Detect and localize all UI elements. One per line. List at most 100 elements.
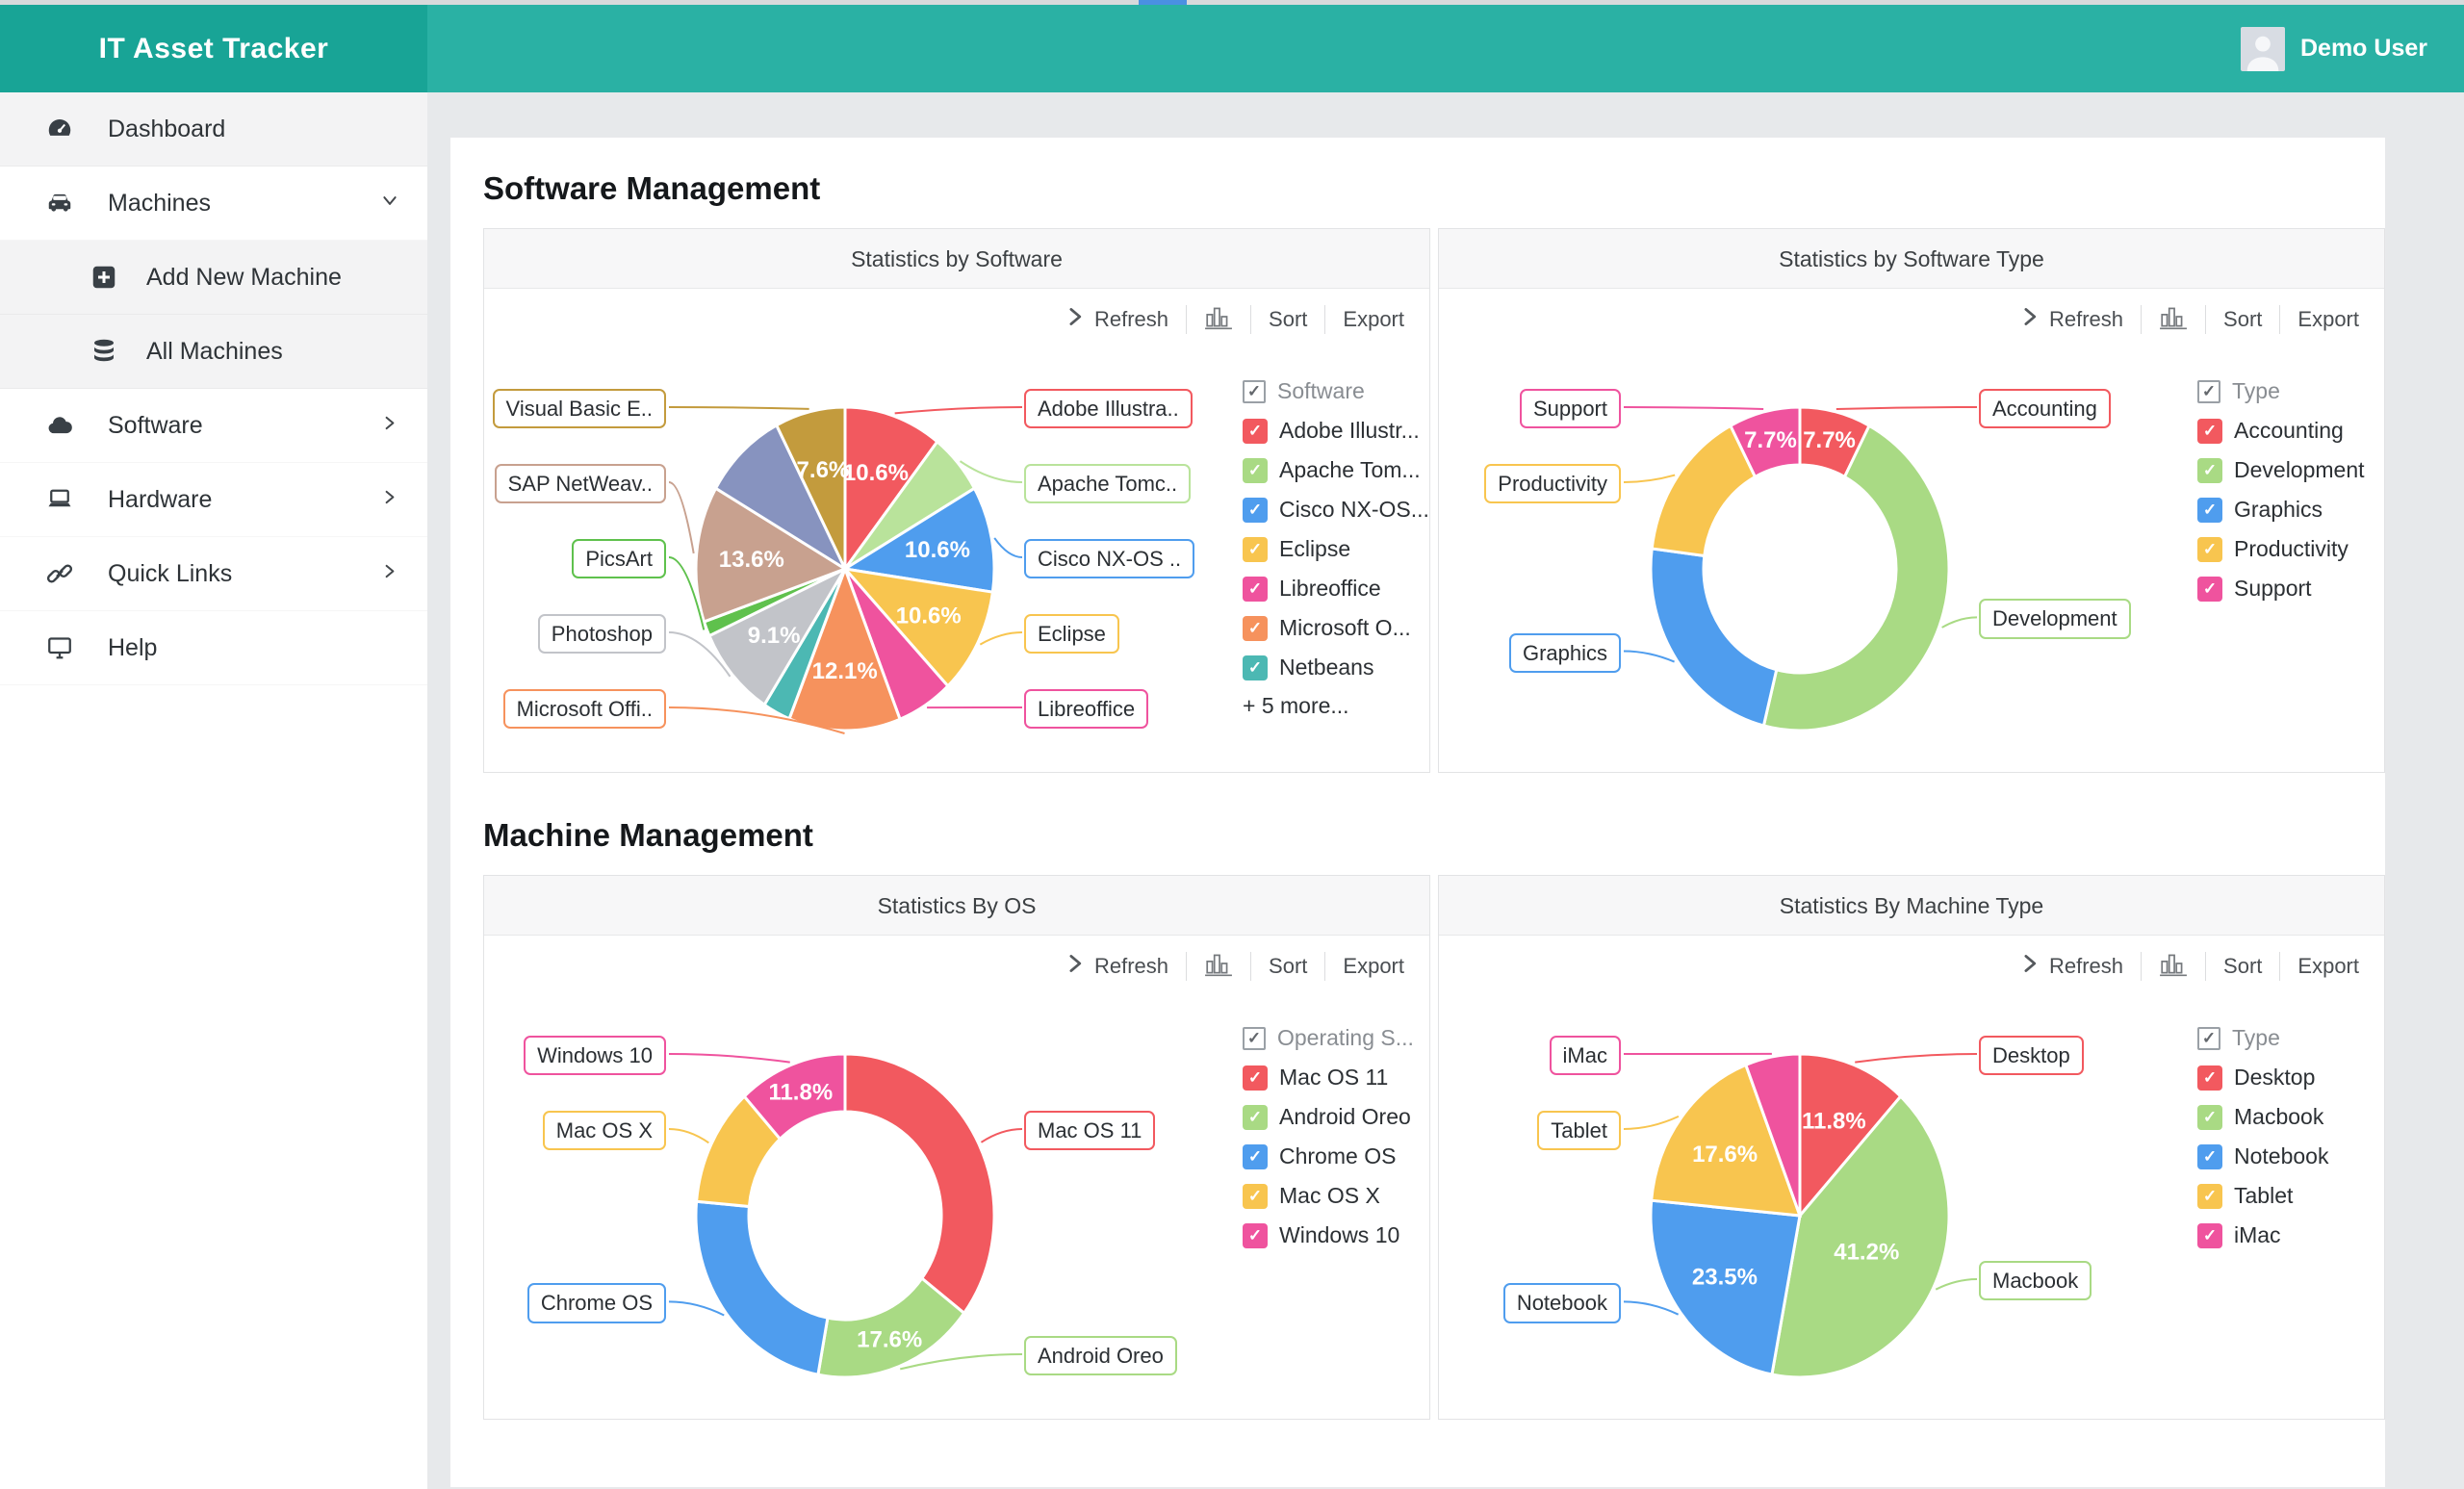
legend-item[interactable]: ✓ Productivity bbox=[2197, 529, 2365, 569]
chart-slice bbox=[1798, 1052, 1903, 1220]
checkbox-checked-icon[interactable]: ✓ bbox=[2197, 1183, 2222, 1209]
checkbox-checked-icon[interactable]: ✓ bbox=[1243, 457, 1268, 483]
refresh-button[interactable]: Refresh bbox=[2019, 306, 2123, 333]
legend-item[interactable]: ✓ Libreoffice bbox=[1243, 569, 1429, 608]
legend-item[interactable]: ✓ Chrome OS bbox=[1243, 1137, 1414, 1176]
legend-item-label: Development bbox=[2234, 457, 2365, 482]
checkbox-checked-icon[interactable]: ✓ bbox=[1243, 576, 1268, 602]
legend-item[interactable]: ✓ Tablet bbox=[2197, 1176, 2328, 1216]
cloud-icon bbox=[44, 410, 75, 441]
legend-item[interactable]: ✓ Android Oreo bbox=[1243, 1097, 1414, 1137]
export-button[interactable]: Export bbox=[2297, 307, 2359, 332]
sort-button[interactable]: Sort bbox=[2223, 307, 2262, 332]
chart-type-button[interactable] bbox=[1204, 303, 1233, 336]
sidebar-item-dashboard[interactable]: Dashboard bbox=[0, 92, 427, 167]
checkbox-checked-icon[interactable]: ✓ bbox=[2197, 497, 2222, 523]
legend-item[interactable]: ✓ Mac OS 11 bbox=[1243, 1058, 1414, 1097]
laptop-icon bbox=[44, 484, 75, 515]
chart-callout-label: Accounting bbox=[1979, 389, 2111, 429]
user-name[interactable]: Demo User bbox=[2300, 35, 2427, 62]
sidebar-item-hardware[interactable]: Hardware bbox=[0, 463, 427, 537]
sidebar-item-software[interactable]: Software bbox=[0, 389, 427, 463]
panel-toolbar: Refresh Sort Export bbox=[484, 936, 1429, 997]
export-button[interactable]: Export bbox=[2297, 954, 2359, 979]
checkbox-checked-icon[interactable]: ✓ bbox=[1243, 1143, 1268, 1169]
legend-item-label: iMac bbox=[2234, 1222, 2281, 1247]
sort-button[interactable]: Sort bbox=[1269, 307, 1307, 332]
legend-item[interactable]: ✓ Adobe Illustr... bbox=[1243, 411, 1429, 450]
checkbox-checked-icon[interactable]: ✓ bbox=[1243, 497, 1268, 523]
sidebar-item-quick-links[interactable]: Quick Links bbox=[0, 537, 427, 611]
legend-item[interactable]: ✓ Notebook bbox=[2197, 1137, 2328, 1176]
checkbox-checked-icon[interactable]: ✓ bbox=[1243, 1222, 1268, 1248]
checkbox-checked-icon[interactable]: ✓ bbox=[2197, 1104, 2222, 1130]
chart-type-button[interactable] bbox=[2159, 950, 2188, 983]
sort-button[interactable]: Sort bbox=[2223, 954, 2262, 979]
avatar[interactable] bbox=[2241, 26, 2285, 71]
callout-connector bbox=[668, 1053, 790, 1064]
legend-item[interactable]: ✓ Desktop bbox=[2197, 1058, 2328, 1097]
legend-item[interactable]: ✓ Apache Tom... bbox=[1243, 450, 1429, 490]
sidebar-item-all-machines[interactable]: All Machines bbox=[0, 315, 427, 389]
callout-connector bbox=[668, 406, 809, 410]
checkbox-checked-icon[interactable]: ✓ bbox=[2197, 1065, 2222, 1091]
chart-type-button[interactable] bbox=[2159, 303, 2188, 336]
panels-row: Statistics By OS Refresh Sort Export Windows… bbox=[483, 875, 2385, 1420]
checkbox-checked-icon[interactable]: ✓ bbox=[1243, 418, 1268, 444]
legend-item[interactable]: ✓ Cisco NX-OS... bbox=[1243, 490, 1429, 529]
refresh-button[interactable]: Refresh bbox=[1065, 953, 1168, 980]
legend-item[interactable]: ✓ Support bbox=[2197, 569, 2365, 608]
checkbox-checked-icon[interactable]: ✓ bbox=[2197, 379, 2220, 403]
sidebar-item-add-new-machine[interactable]: Add New Machine bbox=[0, 241, 427, 315]
legend-header[interactable]: ✓ Type bbox=[2197, 372, 2365, 411]
bar-chart-icon bbox=[2159, 303, 2188, 336]
checkbox-checked-icon[interactable]: ✓ bbox=[1243, 1183, 1268, 1209]
chart-type-button[interactable] bbox=[1204, 950, 1233, 983]
legend-item[interactable]: ✓ Mac OS X bbox=[1243, 1176, 1414, 1216]
legend-header[interactable]: ✓ Operating S... bbox=[1243, 1018, 1414, 1058]
panel-toolbar: Refresh Sort Export bbox=[1439, 289, 2384, 350]
sidebar-item-machines[interactable]: Machines bbox=[0, 167, 427, 241]
checkbox-checked-icon[interactable]: ✓ bbox=[2197, 1143, 2222, 1169]
checkbox-checked-icon[interactable]: ✓ bbox=[2197, 457, 2222, 483]
legend-item[interactable]: ✓ Accounting bbox=[2197, 411, 2365, 450]
chart-slice bbox=[1650, 1063, 1803, 1218]
checkbox-checked-icon[interactable]: ✓ bbox=[1243, 1026, 1266, 1050]
refresh-label: Refresh bbox=[1094, 307, 1169, 331]
checkbox-checked-icon[interactable]: ✓ bbox=[1243, 1104, 1268, 1130]
legend-item[interactable]: ✓ Windows 10 bbox=[1243, 1216, 1414, 1255]
chart-callout-label: Desktop bbox=[1979, 1036, 2084, 1076]
toolbar-separator bbox=[2205, 305, 2207, 334]
checkbox-checked-icon[interactable]: ✓ bbox=[2197, 418, 2222, 444]
legend-header-label: Type bbox=[2232, 1025, 2280, 1050]
sidebar-item-help[interactable]: Help bbox=[0, 611, 427, 685]
legend-header-label: Type bbox=[2232, 378, 2280, 403]
checkbox-checked-icon[interactable]: ✓ bbox=[1243, 379, 1266, 403]
checkbox-checked-icon[interactable]: ✓ bbox=[1243, 615, 1268, 641]
export-button[interactable]: Export bbox=[1343, 307, 1404, 332]
refresh-button[interactable]: Refresh bbox=[2019, 953, 2123, 980]
slice-percent-label: 11.8% bbox=[768, 1079, 833, 1105]
legend-item[interactable]: ✓ Macbook bbox=[2197, 1097, 2328, 1137]
legend-item[interactable]: ✓ Eclipse bbox=[1243, 529, 1429, 569]
legend-item[interactable]: ✓ Microsoft O... bbox=[1243, 608, 1429, 648]
checkbox-checked-icon[interactable]: ✓ bbox=[2197, 1222, 2222, 1248]
legend-item[interactable]: ✓ Netbeans bbox=[1243, 648, 1429, 687]
checkbox-checked-icon[interactable]: ✓ bbox=[1243, 655, 1268, 680]
legend-more-link[interactable]: + 5 more... bbox=[1243, 693, 1349, 718]
checkbox-checked-icon[interactable]: ✓ bbox=[2197, 576, 2222, 602]
legend-header[interactable]: ✓ Software bbox=[1243, 372, 1429, 411]
export-button[interactable]: Export bbox=[1343, 954, 1404, 979]
refresh-button[interactable]: Refresh bbox=[1065, 306, 1168, 333]
callout-connector bbox=[979, 631, 1023, 646]
legend-item[interactable]: ✓ Development bbox=[2197, 450, 2365, 490]
legend-header[interactable]: ✓ Type bbox=[2197, 1018, 2328, 1058]
legend-item[interactable]: ✓ iMac bbox=[2197, 1216, 2328, 1255]
checkbox-checked-icon[interactable]: ✓ bbox=[2197, 1026, 2220, 1050]
checkbox-checked-icon[interactable]: ✓ bbox=[1243, 1065, 1268, 1091]
sort-button[interactable]: Sort bbox=[1269, 954, 1307, 979]
checkbox-checked-icon[interactable]: ✓ bbox=[1243, 536, 1268, 562]
checkbox-checked-icon[interactable]: ✓ bbox=[2197, 536, 2222, 562]
legend-item[interactable]: ✓ Graphics bbox=[2197, 490, 2365, 529]
chart-area: iMac Tablet Notebook Desktop Macbook 11.8% 41.… bbox=[1439, 997, 2384, 1419]
